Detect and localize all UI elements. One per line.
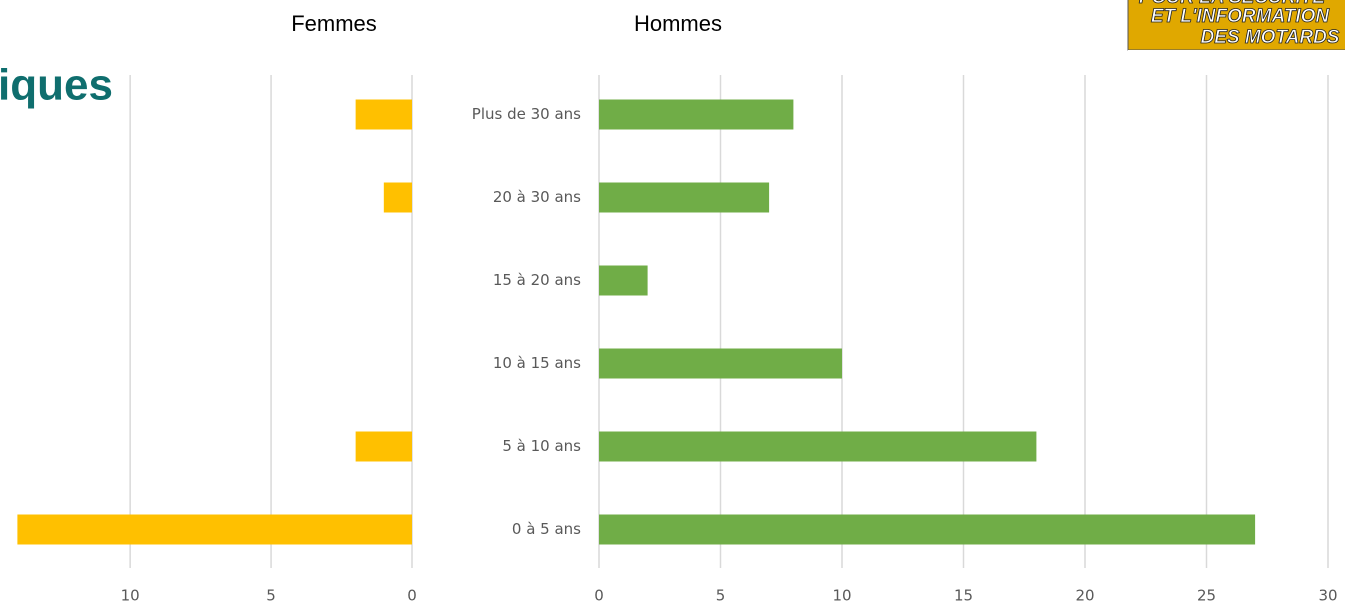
bar: [355, 99, 412, 130]
chart-title: Hommes: [634, 11, 722, 36]
x-tick-label: 5: [716, 587, 726, 605]
category-label: 10 à 15 ans: [493, 354, 581, 372]
chart-title: Femmes: [291, 11, 377, 36]
bar: [599, 99, 794, 130]
category-label: 0 à 5 ans: [512, 520, 581, 538]
bar: [599, 514, 1256, 545]
x-tick-label: 20: [1075, 587, 1094, 605]
x-tick-label: 10: [832, 587, 851, 605]
x-tick-label: 15: [954, 587, 973, 605]
x-tick-label: 10: [121, 587, 140, 605]
logo-line: POUR LA SÉCURITÉ: [1139, 0, 1326, 8]
bar: [17, 514, 413, 545]
logo-line: ET L'INFORMATION: [1151, 6, 1331, 27]
category-label: 5 à 10 ans: [502, 437, 581, 455]
logo-mask: [1128, 50, 1345, 70]
x-tick-label: 0: [407, 587, 417, 605]
logo-line: DES MOTARDS: [1201, 27, 1340, 48]
bar: [599, 265, 648, 296]
logo-box: [1127, 0, 1345, 51]
logo: POUR LA SÉCURITÉ ET L'INFORMATION DES MO…: [1127, 0, 1345, 70]
slide-title: iques: [0, 61, 113, 110]
category-label: 20 à 30 ans: [493, 188, 581, 206]
x-tick-label: 5: [266, 587, 276, 605]
bar: [599, 348, 842, 379]
category-label: 15 à 20 ans: [493, 271, 581, 289]
bar: [355, 431, 412, 462]
x-tick-label: 0: [594, 587, 604, 605]
x-tick-label: 25: [1197, 587, 1216, 605]
bar: [599, 431, 1037, 462]
x-tick-label: 30: [1318, 587, 1337, 605]
bar: [383, 182, 412, 213]
bar: [599, 182, 770, 213]
category-label: Plus de 30 ans: [472, 105, 581, 123]
